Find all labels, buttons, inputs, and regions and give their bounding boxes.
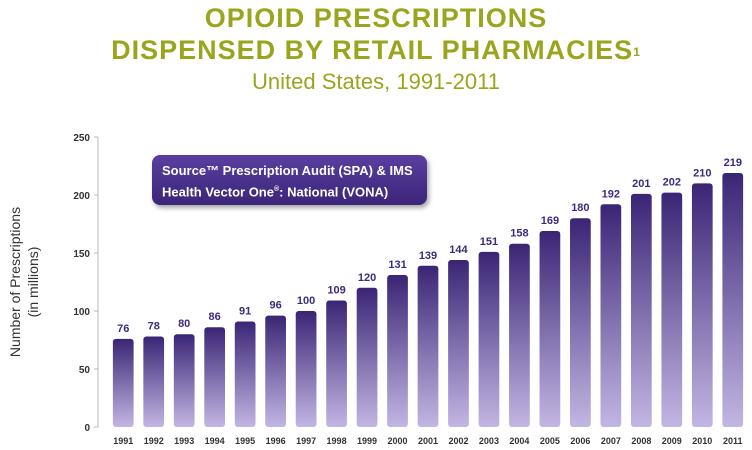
y-axis-sublabel: (in millions): [25, 247, 41, 318]
x-tick-label-2008: 2008: [631, 436, 651, 446]
bar-1997: [295, 311, 317, 427]
x-tick-label-2011: 2011: [723, 436, 743, 446]
bar-value-label-2004: 158: [510, 228, 528, 240]
source-note-line2-a: Health Vector One: [162, 184, 274, 200]
x-tick-label-1994: 1994: [205, 436, 225, 446]
bar-1992: [143, 336, 165, 427]
bar-1996: [265, 315, 286, 427]
bar-value-label-1991: 76: [117, 323, 129, 335]
x-tick-label-2003: 2003: [479, 436, 499, 446]
bar-value-label-2007: 192: [602, 188, 620, 200]
bar-2005: [539, 230, 561, 427]
bar-2007: [600, 204, 622, 427]
x-tick-label-2009: 2009: [662, 436, 682, 446]
bar-value-label-1993: 80: [178, 318, 190, 330]
bar-1994: [204, 327, 226, 427]
bar-2001: [417, 265, 439, 427]
source-note-line1: Source™ Prescription Audit (SPA) & IMS: [162, 163, 413, 178]
bar-value-label-1994: 86: [209, 311, 221, 323]
x-tick-label-1999: 1999: [357, 436, 377, 446]
x-tick-label-2006: 2006: [570, 436, 590, 446]
x-tick-label-1991: 1991: [113, 436, 133, 446]
bar-2004: [509, 243, 530, 427]
bar-value-label-2001: 139: [419, 250, 437, 262]
bar-2002: [448, 259, 469, 427]
bar-value-label-2003: 151: [480, 236, 498, 248]
x-tick-label-2010: 2010: [692, 436, 712, 446]
bar-2010: [691, 183, 713, 427]
x-tick-label-1995: 1995: [235, 436, 255, 446]
x-tick-label-2002: 2002: [448, 436, 468, 446]
x-tick-label-1997: 1997: [296, 436, 316, 446]
y-tick-label: 250: [73, 133, 90, 144]
bar-value-label-2002: 144: [449, 244, 468, 256]
chart-title-line2: DISPENSED BY RETAIL PHARMACIES1: [0, 34, 752, 66]
bar-2011: [722, 172, 744, 427]
source-note-line2-b: : National (VONA): [279, 184, 389, 200]
bar-value-label-1998: 109: [327, 285, 345, 297]
bar-value-label-2006: 180: [571, 202, 589, 214]
bar-value-label-2010: 210: [693, 167, 711, 179]
bar-value-label-1992: 78: [148, 321, 160, 333]
source-note-line2: Health Vector One®: National (VONA): [162, 180, 417, 201]
bar-value-label-2009: 202: [663, 177, 681, 189]
chart-title-block: OPIOID PRESCRIPTIONS DISPENSED BY RETAIL…: [0, 0, 752, 96]
bar-1998: [326, 300, 347, 427]
y-tick-label: 150: [73, 249, 90, 260]
bar-2009: [661, 192, 683, 427]
bar-2006: [570, 218, 591, 427]
x-tick-label-2000: 2000: [388, 436, 408, 446]
bar-1995: [234, 321, 256, 427]
source-note-box: Source™ Prescription Audit (SPA) & IMS H…: [152, 155, 427, 205]
x-tick-label-1993: 1993: [174, 436, 194, 446]
bar-1999: [356, 287, 378, 427]
y-axis-label: Number of Prescriptions: [7, 207, 23, 357]
x-tick-label-2007: 2007: [601, 436, 621, 446]
bar-value-label-2008: 201: [632, 178, 650, 190]
bar-value-label-2005: 169: [541, 215, 559, 227]
y-tick-label: 50: [79, 365, 91, 376]
bar-1991: [112, 338, 134, 427]
x-tick-label-2004: 2004: [509, 436, 529, 446]
chart-subtitle: United States, 1991-2011: [252, 69, 500, 94]
x-tick-label-2001: 2001: [418, 436, 438, 446]
chart-title-line1: OPIOID PRESCRIPTIONS: [204, 3, 548, 33]
x-tick-label-1998: 1998: [327, 436, 347, 446]
bar-2003: [478, 251, 500, 427]
y-tick-label: 100: [73, 307, 90, 318]
bar-2008: [630, 193, 652, 427]
bar-value-label-2000: 131: [388, 259, 406, 271]
registered-mark: ®: [273, 186, 280, 193]
bar-2000: [387, 275, 408, 427]
chart-title-line2-text: DISPENSED BY RETAIL PHARMACIES: [111, 35, 634, 65]
bar-value-label-1997: 100: [297, 295, 315, 307]
bar-value-label-2011: 219: [724, 157, 742, 169]
bar-value-label-1999: 120: [358, 272, 376, 284]
y-tick-label: 0: [84, 423, 90, 434]
x-tick-label-1992: 1992: [144, 436, 164, 446]
footnote-marker: 1: [633, 45, 641, 59]
bar-value-label-1996: 96: [269, 300, 281, 312]
x-tick-label-1996: 1996: [266, 436, 286, 446]
x-tick-label-2005: 2005: [540, 436, 560, 446]
bar-value-label-1995: 91: [239, 305, 251, 317]
bar-1993: [173, 334, 195, 427]
y-tick-label: 200: [73, 191, 90, 202]
